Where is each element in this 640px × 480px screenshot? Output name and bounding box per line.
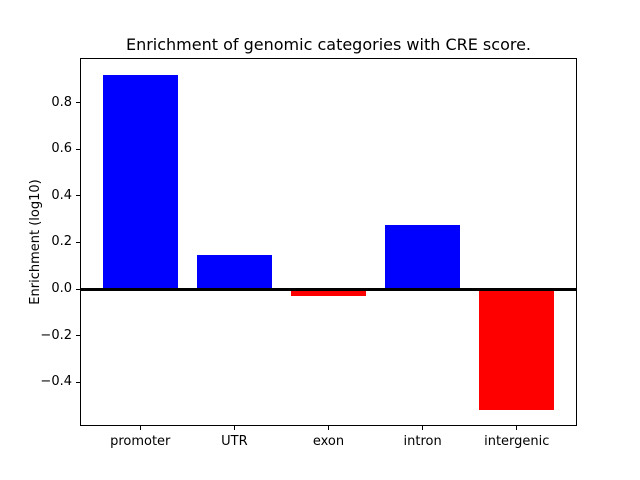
y-tick-mark bbox=[76, 102, 80, 104]
bar-intron bbox=[384, 224, 461, 290]
bar-promoter bbox=[102, 74, 178, 290]
chart-title: Enrichment of genomic categories with CR… bbox=[125, 35, 532, 54]
x-tick-label-exon: exon bbox=[312, 434, 345, 449]
bar-UTR bbox=[196, 255, 273, 290]
y-tick-label: 0.4 bbox=[51, 187, 72, 203]
zero-line bbox=[80, 287, 577, 291]
x-tick-label-intron: intron bbox=[403, 434, 442, 449]
bar-exon bbox=[290, 289, 367, 297]
y-tick-mark bbox=[76, 148, 80, 150]
x-tick-label-promoter: promoter bbox=[110, 434, 171, 449]
x-tick-mark bbox=[422, 426, 424, 430]
y-tick-mark bbox=[76, 195, 80, 197]
y-tick-mark bbox=[76, 288, 80, 290]
y-tick-label: 0.8 bbox=[51, 94, 72, 110]
x-tick-mark bbox=[516, 426, 518, 430]
x-tick-label-intergenic: intergenic bbox=[484, 434, 550, 449]
y-tick-mark bbox=[76, 335, 80, 337]
x-tick-mark bbox=[233, 426, 235, 430]
y-tick-label: 0.0 bbox=[51, 281, 72, 297]
y-tick-label: −0.4 bbox=[40, 374, 72, 390]
y-tick-mark bbox=[76, 241, 80, 243]
y-tick-mark bbox=[76, 381, 80, 383]
x-tick-mark bbox=[328, 426, 329, 430]
x-tick-mark bbox=[139, 426, 141, 430]
bar-intergenic bbox=[479, 289, 555, 411]
y-tick-label: 0.6 bbox=[51, 141, 72, 157]
x-tick-label-UTR: UTR bbox=[221, 434, 248, 449]
y-tick-label: 0.2 bbox=[51, 234, 72, 250]
y-tick-label: −0.2 bbox=[40, 327, 72, 343]
